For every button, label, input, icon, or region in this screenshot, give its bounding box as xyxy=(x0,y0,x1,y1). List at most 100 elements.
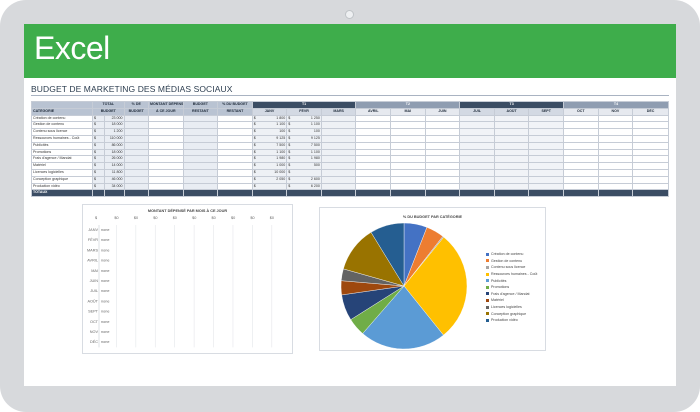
cell-budget-remaining[interactable] xyxy=(182,141,219,150)
cell-pct-budget[interactable] xyxy=(123,155,149,164)
cell-month-1[interactable]: $2 600 xyxy=(286,175,322,184)
cell-total[interactable]: 11 800 xyxy=(104,168,125,177)
cell-spent-to-date[interactable] xyxy=(147,148,184,157)
cell-month-9[interactable] xyxy=(563,175,599,184)
cell-total[interactable]: 110 000 xyxy=(104,134,125,143)
cell-budget-remaining[interactable] xyxy=(182,134,219,143)
cell-spent-to-date[interactable] xyxy=(147,168,184,177)
cell-category[interactable]: Contenu sous licence xyxy=(30,128,94,136)
cell-month-2[interactable] xyxy=(320,182,357,191)
cell-budget-remaining[interactable] xyxy=(182,175,219,184)
cell-month-5[interactable] xyxy=(424,141,461,150)
cell-category[interactable]: Frais d'agence / Mandat xyxy=(30,155,94,164)
cell-month-2[interactable] xyxy=(320,175,357,184)
cell-month-2[interactable] xyxy=(320,168,357,177)
cell-month-9[interactable] xyxy=(563,148,599,157)
cell-month-10[interactable] xyxy=(597,175,634,184)
cell-month-11[interactable] xyxy=(632,134,669,143)
cell-month-1[interactable]: $9 125 xyxy=(286,134,322,143)
cell-pct-remaining[interactable] xyxy=(217,148,253,157)
cell-month-5[interactable] xyxy=(424,148,461,157)
cell-month-3[interactable] xyxy=(355,175,392,184)
cell-month-11[interactable] xyxy=(632,121,669,130)
cell-category[interactable]: Production vidéo xyxy=(30,182,94,191)
cell-spent-to-date[interactable] xyxy=(147,121,184,130)
cell-month-1[interactable]: $ xyxy=(286,168,322,177)
cell-budget-remaining[interactable] xyxy=(182,155,219,164)
cell-month-9[interactable] xyxy=(563,114,599,123)
cell-spent-to-date[interactable] xyxy=(147,128,184,136)
cell-month-7[interactable] xyxy=(493,175,530,184)
cell-month-2[interactable] xyxy=(320,128,357,136)
cell-month-7[interactable] xyxy=(493,168,530,177)
cell-month-6[interactable] xyxy=(459,148,495,157)
cell-total[interactable]: 23 000 xyxy=(104,114,125,123)
cell-month-10[interactable] xyxy=(597,148,634,157)
cell-month-8[interactable] xyxy=(528,182,564,191)
cell-month-10[interactable] xyxy=(597,114,634,123)
cell-total[interactable]: 1 200 xyxy=(104,128,125,136)
cell-month-6[interactable] xyxy=(459,182,495,191)
cell-month-4[interactable] xyxy=(390,175,426,184)
cell-month-4[interactable] xyxy=(390,168,426,177)
cell-month-3[interactable] xyxy=(355,134,392,143)
cell-total[interactable]: 14 000 xyxy=(104,162,125,170)
cell-month-0[interactable]: $9 125 xyxy=(251,134,288,143)
cell-currency[interactable]: $ xyxy=(92,182,106,191)
cell-category[interactable]: Création de contenu xyxy=(30,114,94,123)
cell-total[interactable]: 18 000 xyxy=(104,121,125,130)
pie-slice-4[interactable] xyxy=(362,285,444,350)
cell-month-0[interactable]: $100 xyxy=(251,128,288,136)
cell-month-9[interactable] xyxy=(563,134,599,143)
cell-month-0[interactable]: $7 500 xyxy=(251,141,288,150)
cell-month-9[interactable] xyxy=(563,121,599,130)
cell-month-6[interactable] xyxy=(459,168,495,177)
cell-month-8[interactable] xyxy=(528,175,564,184)
cell-month-2[interactable] xyxy=(320,162,357,170)
cell-total[interactable]: 46 000 xyxy=(104,175,125,184)
cell-month-1[interactable]: $100 xyxy=(286,128,322,136)
cell-currency[interactable]: $ xyxy=(92,128,106,136)
cell-month-10[interactable] xyxy=(597,134,634,143)
cell-pct-budget[interactable] xyxy=(123,114,149,123)
cell-pct-budget[interactable] xyxy=(123,182,149,191)
cell-month-0[interactable]: $1 100 xyxy=(251,121,288,130)
cell-month-4[interactable] xyxy=(390,134,426,143)
cell-pct-budget[interactable] xyxy=(123,141,149,150)
cell-month-3[interactable] xyxy=(355,114,392,123)
cell-month-3[interactable] xyxy=(355,128,392,136)
cell-pct-remaining[interactable] xyxy=(217,128,253,136)
cell-month-4[interactable] xyxy=(390,128,426,136)
cell-month-8[interactable] xyxy=(528,128,564,136)
cell-month-1[interactable]: $500 xyxy=(286,162,322,170)
cell-month-7[interactable] xyxy=(493,182,530,191)
cell-month-3[interactable] xyxy=(355,162,392,170)
cell-month-9[interactable] xyxy=(563,141,599,150)
cell-month-8[interactable] xyxy=(528,141,564,150)
cell-month-7[interactable] xyxy=(493,114,530,123)
cell-month-11[interactable] xyxy=(632,155,669,164)
cell-month-1[interactable]: $1 100 xyxy=(286,121,322,130)
cell-month-1[interactable]: $1 980 xyxy=(286,155,322,164)
cell-month-6[interactable] xyxy=(459,175,495,184)
cell-spent-to-date[interactable] xyxy=(147,162,184,170)
cell-month-4[interactable] xyxy=(390,121,426,130)
cell-pct-budget[interactable] xyxy=(123,175,149,184)
cell-month-2[interactable] xyxy=(320,148,357,157)
cell-month-6[interactable] xyxy=(459,128,495,136)
cell-month-10[interactable] xyxy=(597,155,634,164)
cell-month-3[interactable] xyxy=(355,182,392,191)
cell-month-5[interactable] xyxy=(424,134,461,143)
cell-month-6[interactable] xyxy=(459,162,495,170)
cell-pct-remaining[interactable] xyxy=(217,162,253,170)
cell-month-11[interactable] xyxy=(632,141,669,150)
cell-category[interactable]: Publicités xyxy=(30,141,94,150)
cell-pct-remaining[interactable] xyxy=(217,168,253,177)
cell-month-8[interactable] xyxy=(528,148,564,157)
cell-month-10[interactable] xyxy=(597,141,634,150)
cell-category[interactable]: Promotions xyxy=(30,148,94,157)
pie-slice-3[interactable] xyxy=(403,236,468,336)
cell-spent-to-date[interactable] xyxy=(147,141,184,150)
cell-month-10[interactable] xyxy=(597,162,634,170)
cell-budget-remaining[interactable] xyxy=(182,114,219,123)
